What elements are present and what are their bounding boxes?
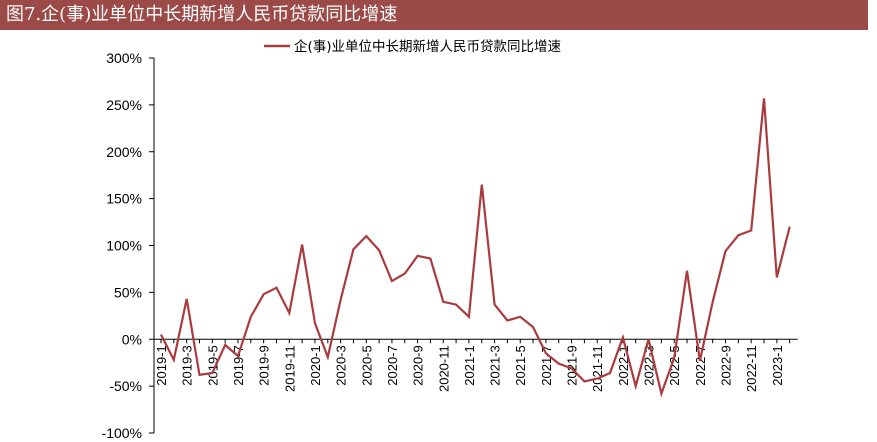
series-layer [160,98,791,398]
x-tick-label: 2020-5 [359,345,374,385]
y-tick-label: 0% [122,331,142,347]
x-tick-label: 2021-5 [513,345,528,385]
x-tick-label: 2019-1 [154,345,169,385]
y-axis: -100% -50% 0% 50% 100% 150% 200% 250% 300% [102,50,155,441]
x-tick-label: 2021-1 [462,345,477,385]
y-tick-label: -100% [102,425,142,441]
series-line [160,98,791,398]
x-tick-label: 2019-3 [180,345,195,385]
figure-title: 图7.企(事)业单位中长期新增人民币贷款同比增速 [6,4,398,25]
line-chart: -100% -50% 0% 50% 100% 150% 200% 250% 300% 2019-… [102,38,798,441]
x-tick-label: 2020-1 [308,345,323,385]
x-tick-label: 2020-3 [334,345,349,385]
x-tick-label: 2021-3 [488,345,503,385]
x-tick-label: 2019-5 [205,345,220,385]
y-tick-label: 200% [106,144,142,160]
x-tick-label: 2022-9 [719,345,734,385]
title-bar: 图7.企(事)业单位中长期新增人民币贷款同比增速 [0,0,868,30]
x-tick-label: 2020-9 [411,345,426,385]
x-tick-label: 2021-11 [590,345,605,392]
legend-label: 企(事)业单位中长期新增人民币贷款同比增速 [294,38,561,55]
y-tick-label: -50% [109,378,142,394]
x-axis: 2019-1 2019-3 2019-5 2019-7 2019-9 2019-11 202… [154,338,798,392]
x-tick-label: 2020-7 [385,345,400,385]
y-tick-label: 100% [106,238,142,254]
y-tick-label: 250% [106,97,142,113]
x-tick-label: 2021-7 [539,345,554,385]
legend: 企(事)业单位中长期新增人民币贷款同比增速 [264,38,561,55]
x-tick-label: 2023-1 [770,345,785,385]
x-tick-label: 2022-7 [693,345,708,385]
x-tick-label: 2022-5 [667,345,682,385]
x-tick-label: 2021-9 [565,345,580,385]
x-tick-label: 2019-7 [231,345,246,385]
x-tick-label: 2022-11 [744,345,759,392]
y-tick-label: 150% [106,191,142,207]
x-tick-label: 2019-11 [282,345,297,392]
x-tick-label: 2019-9 [257,345,272,385]
y-tick-label: 50% [114,284,142,300]
y-tick-label: 300% [106,50,142,66]
x-tick-label: 2020-11 [436,345,451,392]
